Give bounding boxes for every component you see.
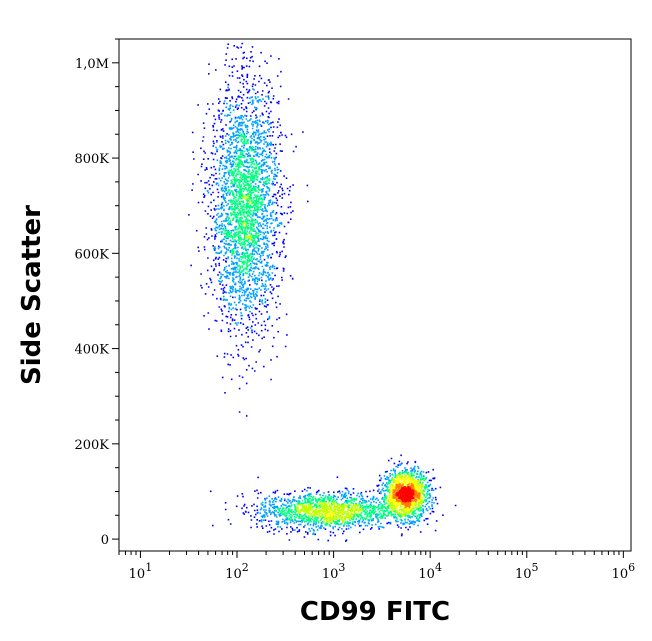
x-tick-label: 101: [129, 561, 153, 582]
y-tick-label: 200K: [74, 438, 109, 453]
x-tick-label: 102: [225, 561, 249, 582]
x-axis: 101 102 103 104 105 106: [118, 551, 636, 582]
y-tick-label: 600K: [74, 247, 109, 262]
event-dots-density-4: [326, 477, 424, 518]
event-dots-density-1: [206, 86, 435, 535]
y-tick-label: 400K: [74, 343, 109, 358]
y-axis: 0 200K 400K 600K 800K 1,0M: [74, 38, 119, 548]
x-axis-title: CD99 FITC: [300, 597, 450, 627]
event-dots-density-6: [395, 486, 415, 503]
y-axis-title: Side Scatter: [17, 205, 47, 385]
plot-frame: [118, 38, 632, 552]
x-tick-label: 104: [418, 561, 442, 582]
events-layer: [188, 42, 457, 542]
event-dots-density-5: [392, 483, 421, 509]
y-tick-label: 0: [101, 533, 109, 548]
y-tick-label: 1,0M: [75, 57, 109, 72]
y-tick-label: 800K: [74, 152, 109, 167]
x-tick-label: 106: [612, 561, 636, 582]
x-tick-label: 103: [322, 561, 346, 582]
x-tick-label: 105: [515, 561, 539, 582]
